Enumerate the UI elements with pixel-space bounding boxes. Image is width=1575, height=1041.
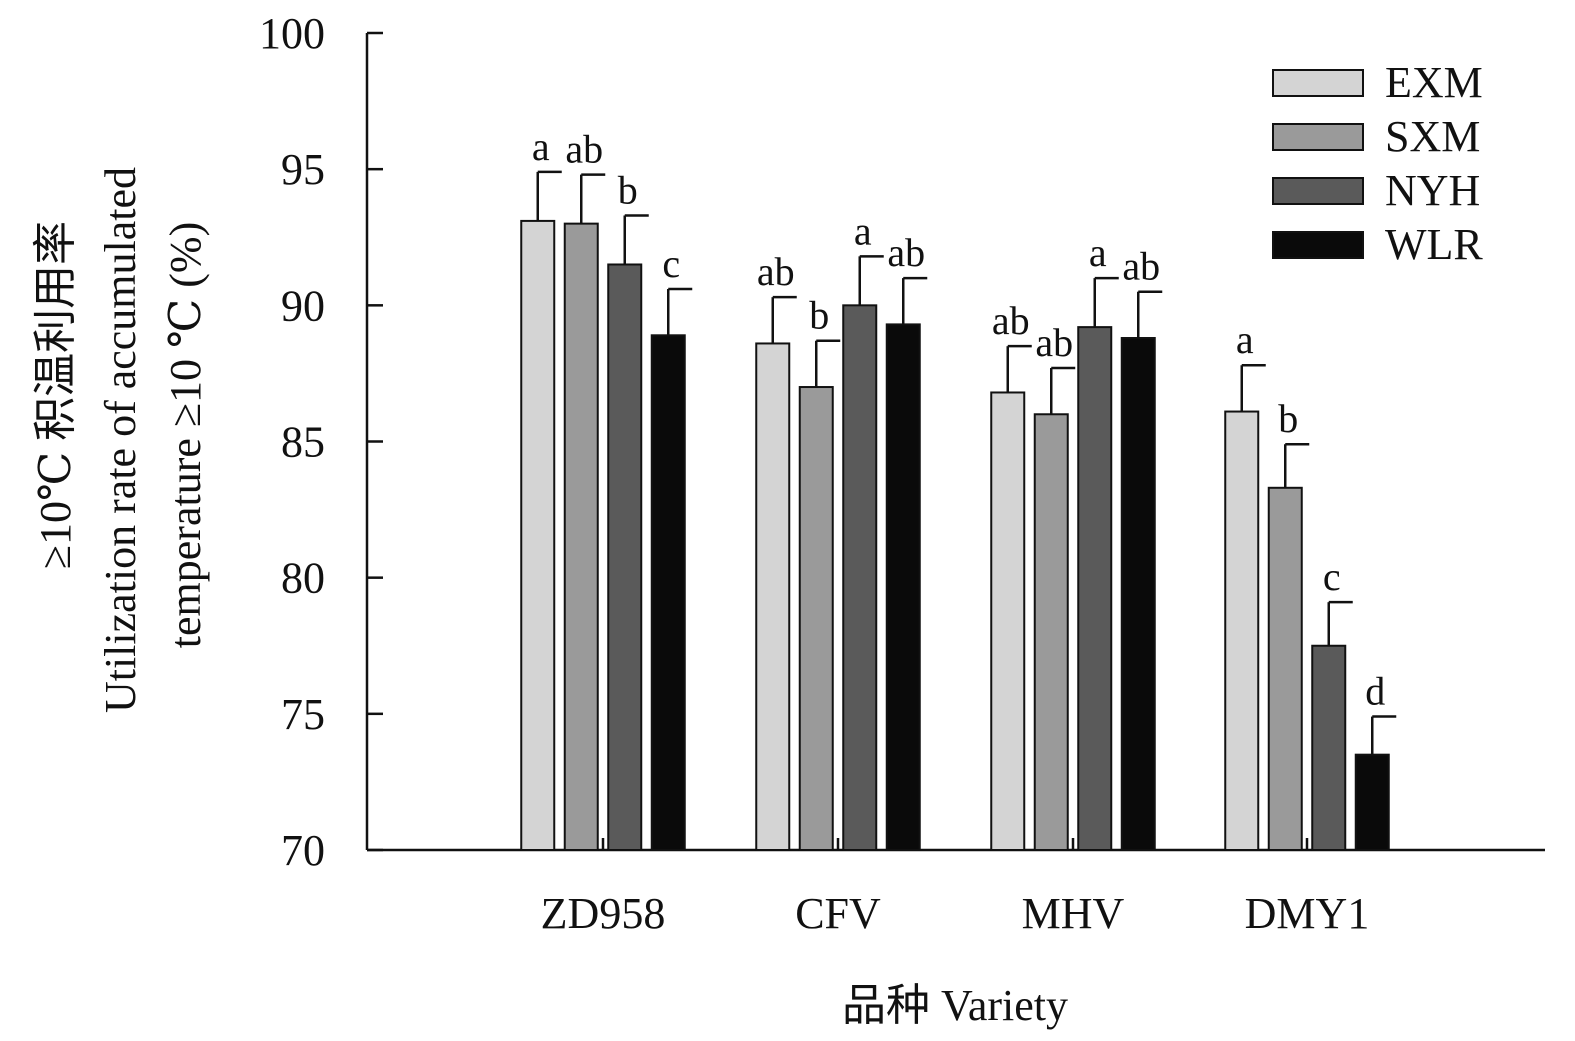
significance-label: a (532, 124, 550, 169)
bar (563, 222, 599, 851)
bar (520, 219, 556, 852)
y-tick-label: 70 (281, 826, 325, 875)
bar (650, 334, 686, 852)
y-tick-label: 100 (259, 9, 325, 58)
legend-swatch (1272, 177, 1364, 205)
y-axis: 70 75 80 85 90 95 100 (259, 9, 383, 875)
bar (1120, 337, 1156, 851)
y-axis-title-line-2: Utilization rate of accumulated (96, 167, 145, 713)
bar (798, 386, 834, 851)
y-tick-label: 80 (281, 554, 325, 603)
x-tick-label: ZD958 (541, 889, 666, 938)
y-tick-label: 90 (281, 281, 325, 330)
significance-label: b (809, 293, 829, 338)
y-axis-title-line-1: ≥10℃ 积温利用率 (31, 221, 80, 569)
bar (1077, 326, 1113, 851)
y-axis-title: ≥10℃ 积温利用率 Utilization rate of accumulat… (31, 167, 210, 713)
legend-label: EXM (1385, 58, 1483, 107)
significance-label: ab (887, 230, 925, 275)
x-axis: ZD958 CFV MHV DMY1 (367, 838, 1545, 938)
y-tick-label: 75 (281, 690, 325, 739)
significance-label: b (618, 167, 638, 212)
bar (607, 263, 643, 851)
x-tick-label: DMY1 (1245, 889, 1370, 938)
bar (842, 304, 878, 852)
x-axis-title: 品种 Variety (842, 981, 1068, 1030)
significance-label: c (1323, 554, 1341, 599)
legend-swatch (1272, 123, 1364, 151)
significance-label: ab (565, 127, 603, 172)
legend-swatch (1272, 231, 1364, 259)
bar (1267, 486, 1303, 851)
significance-label: b (1278, 396, 1298, 441)
significance-label: a (854, 208, 872, 253)
significance-label: ab (757, 249, 795, 294)
bar (885, 323, 921, 851)
legend-label: SXM (1385, 112, 1480, 161)
significance-label: c (662, 241, 680, 286)
significance-label: d (1365, 669, 1385, 714)
significance-label: ab (1035, 320, 1073, 365)
y-axis-title-line-3: temperature ≥10 ℃ (%) (161, 222, 210, 648)
significance-label: a (1236, 317, 1254, 362)
x-tick-label: MHV (1022, 889, 1125, 938)
bar (1224, 410, 1260, 851)
legend-label: NYH (1385, 166, 1480, 215)
bar (1354, 753, 1390, 852)
bar (990, 391, 1026, 851)
significance-label: ab (1122, 244, 1160, 289)
x-tick-label: CFV (795, 889, 881, 938)
legend-label: WLR (1385, 220, 1483, 269)
bar (755, 342, 791, 851)
significance-label: a (1089, 230, 1107, 275)
legend: EXM SXM NYH WLR (1272, 58, 1483, 269)
bar (1311, 644, 1347, 851)
bar (1033, 413, 1069, 851)
significance-label: ab (992, 298, 1030, 343)
y-tick-label: 95 (281, 145, 325, 194)
y-tick-label: 85 (281, 418, 325, 467)
legend-swatch (1272, 69, 1364, 97)
